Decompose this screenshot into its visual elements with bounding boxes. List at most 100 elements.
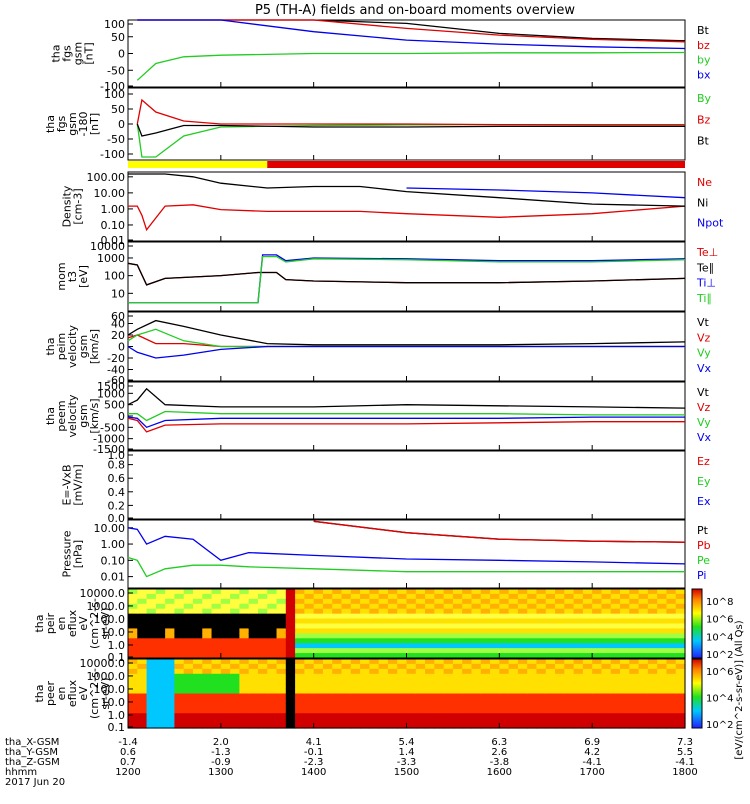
spectrogram-cell (239, 688, 250, 695)
spectrogram-cell (499, 693, 510, 700)
spectrogram-cell (545, 653, 556, 659)
spectrogram-cell (183, 698, 194, 704)
spectrogram-cell (564, 668, 575, 675)
spectrogram-cell (220, 603, 231, 610)
spectrogram-cell (657, 598, 668, 605)
spectrogram-cell (165, 638, 176, 644)
spectrogram-cell (425, 698, 435, 704)
spectrogram-cell (480, 703, 491, 709)
spectrogram-cell (480, 678, 491, 685)
series-Te∥-line (127, 262, 686, 286)
spectrogram-cell (257, 718, 268, 724)
spectrogram-cell (220, 648, 231, 654)
spectrogram-cell (248, 653, 259, 659)
spectrogram-cell (322, 659, 333, 665)
spectrogram-cell (230, 603, 240, 610)
spectrogram-cell (508, 603, 519, 610)
spectrogram-cell (434, 603, 445, 610)
spectrogram-cell (666, 663, 677, 670)
spectrogram-cell (146, 659, 157, 665)
spectrogram-cell (360, 633, 370, 639)
spectrogram-cell (592, 668, 603, 675)
spectrogram-cell (174, 683, 185, 690)
spectrogram-cell (397, 628, 408, 634)
spectrogram-cell (406, 598, 417, 605)
y-tick-label: 0.1 (108, 651, 126, 664)
spectrogram-cell (267, 589, 278, 595)
spectrogram-cell (592, 663, 603, 670)
spectrogram-cell (499, 723, 510, 729)
spectrogram-cell (620, 688, 630, 695)
spectrogram-cell (415, 633, 426, 639)
spectrogram-cell (564, 623, 575, 630)
spectrogram-cell (304, 638, 315, 644)
spectrogram-cell (434, 648, 445, 654)
spectrogram-cell (192, 703, 203, 709)
spectrogram-cell (313, 688, 324, 695)
spectrogram-cell (202, 663, 213, 670)
spectrogram-cell (202, 703, 213, 709)
spectrogram-cell (545, 618, 556, 625)
spectrogram-cell (573, 608, 584, 615)
spectrogram-cell (527, 688, 538, 695)
spectrogram-cell (499, 618, 510, 625)
ephemeris-value: 4.2 (584, 747, 600, 758)
spectrogram-cell (610, 608, 621, 615)
spectrogram-cell (555, 593, 565, 600)
spectrogram-cell (239, 643, 250, 649)
y-tick-label: 10000.0 (80, 587, 126, 600)
spectrogram-cell (490, 708, 500, 714)
ephemeris-value: -4.1 (675, 757, 695, 768)
spectrogram-cell (350, 589, 361, 595)
spectrogram-cell (517, 633, 528, 639)
spectrogram-cell (471, 688, 482, 695)
y-tick-label: 100.0 (94, 613, 126, 626)
spectrogram-cell (555, 628, 565, 634)
spectrogram-cell (360, 703, 370, 709)
spectrogram-cell (397, 623, 408, 630)
spectrogram-cell (202, 713, 213, 719)
spectrogram-cell (192, 643, 203, 649)
y-tick-label: 0.0 (108, 512, 126, 525)
spectrogram-cell (545, 638, 556, 644)
spectrogram-cell (471, 638, 482, 644)
spectrogram-cell (527, 718, 538, 724)
spectrogram-cell (378, 698, 389, 704)
spectrogram-cell (332, 693, 343, 700)
spectrogram-cell (137, 618, 148, 625)
spectrogram-cell (434, 613, 445, 620)
spectrogram-cell (564, 688, 575, 695)
spectrogram-cell (387, 633, 398, 639)
spectrogram-cell (220, 713, 231, 719)
spectrogram-cell (146, 683, 157, 690)
spectrogram-cell (629, 633, 640, 639)
y-axis-label-line: [nT] (88, 113, 101, 135)
spectrogram-cell (239, 713, 250, 719)
spectrogram-cell (564, 643, 575, 649)
spectrogram-cell (369, 678, 380, 685)
spectrogram-cell (601, 668, 612, 675)
spectrogram-cell (527, 638, 538, 644)
spectrogram-cell (666, 648, 677, 654)
spectrogram-cell (360, 648, 370, 654)
spectrogram-cell (610, 603, 621, 610)
spectrogram-cell (322, 673, 333, 680)
spectrogram-cell (211, 723, 222, 729)
spectrogram-cell (378, 663, 389, 670)
y-axis-label-line: [mV/m] (72, 464, 85, 505)
spectrogram-cell (322, 628, 333, 634)
spectrogram-cell (146, 668, 157, 675)
spectrogram-cell (192, 608, 203, 615)
spectrogram-cell (128, 598, 138, 605)
spectrogram-cell (239, 673, 250, 680)
spectrogram-cell (536, 698, 547, 704)
spectrogram-cell (202, 593, 213, 600)
spectrogram-cell (490, 633, 500, 639)
spectrogram-cell (211, 683, 222, 690)
spectrogram-cell (452, 668, 463, 675)
spectrogram-cell (369, 648, 380, 654)
spectrogram-cell (257, 648, 268, 654)
spectrogram-cell (592, 638, 603, 644)
spectrogram-cell (443, 648, 454, 654)
